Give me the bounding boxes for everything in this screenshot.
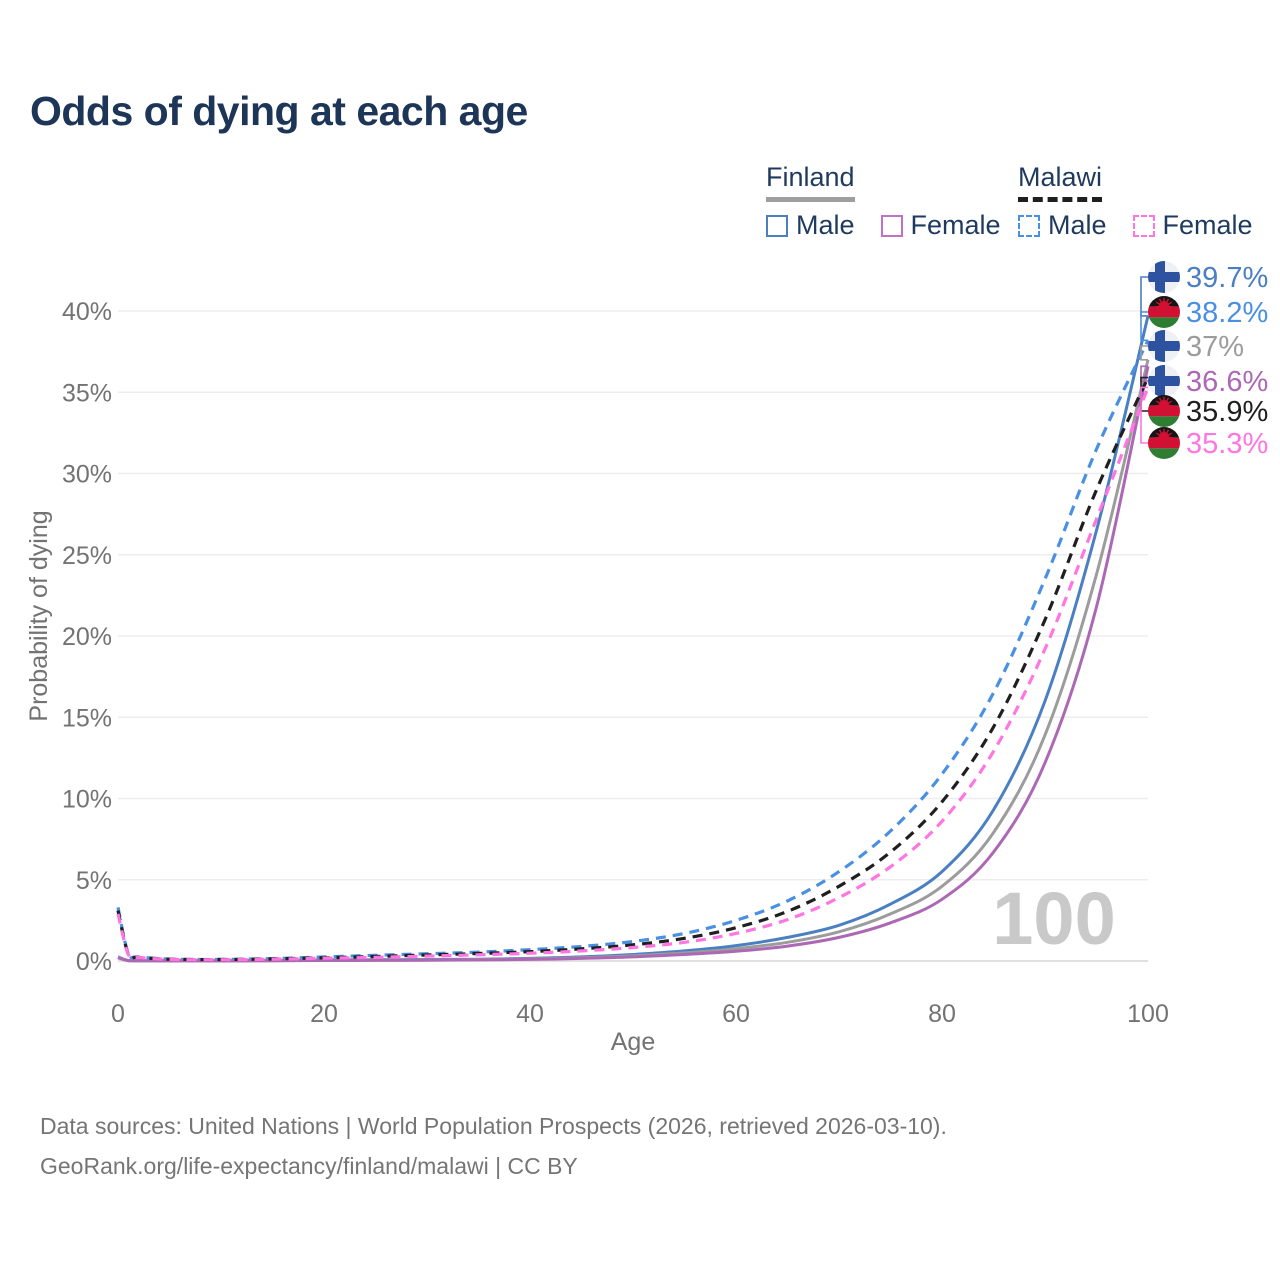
legend-label-finland-male: Male — [796, 210, 855, 240]
end-label-connector — [1140, 386, 1149, 444]
end-label-connector — [1140, 276, 1149, 317]
series-line-finland-female — [117, 365, 1150, 963]
legend-country-finland: Finland — [766, 162, 855, 202]
y-tick-label: 10% — [62, 786, 112, 814]
y-tick-label: 25% — [62, 542, 112, 570]
end-value-label: 39.7% — [1186, 262, 1268, 294]
source-line: Data sources: United Nations | World Pop… — [40, 1113, 947, 1139]
x-tick-label: 40 — [516, 1000, 544, 1028]
legend-checkbox-malawi-female[interactable] — [1132, 214, 1155, 237]
series-line-malawi-female — [116, 386, 1150, 962]
flag-icon-malawi — [1148, 427, 1180, 459]
x-tick-label: 0 — [111, 1000, 125, 1028]
legend-checkbox-finland-male[interactable] — [766, 214, 788, 237]
x-tick-label: 60 — [722, 1000, 750, 1028]
legend-group-malawi: Malawi Male Female — [1018, 162, 1253, 241]
x-axis-title: Age — [611, 1028, 655, 1056]
end-label-connector — [1140, 311, 1149, 342]
y-tick-label: 30% — [62, 461, 112, 489]
y-axis-title: Probability of dying — [25, 510, 53, 721]
y-tick-label: 20% — [62, 623, 112, 651]
legend-checkbox-finland-female[interactable] — [880, 214, 903, 237]
x-tick-label: 100 — [1127, 1000, 1169, 1028]
y-tick-label: 5% — [76, 867, 112, 895]
legend-item-malawi-female[interactable]: Female — [1132, 210, 1253, 241]
page-title: Odds of dying at each age — [30, 88, 528, 134]
flag-icon-malawi — [1148, 395, 1180, 427]
legend-label-malawi-female: Female — [1162, 210, 1253, 240]
end-value-label: 38.2% — [1186, 297, 1268, 329]
x-tick-label: 80 — [928, 1000, 956, 1028]
series-line-malawi-both-sexes — [116, 376, 1150, 962]
series-line-finland-both-sexes — [117, 359, 1150, 963]
end-value-label: 36.6% — [1186, 366, 1268, 398]
y-tick-label: 35% — [62, 379, 112, 407]
legend-checkbox-malawi-male[interactable] — [1018, 214, 1040, 237]
y-tick-label: 40% — [62, 298, 112, 326]
y-tick-label: 0% — [76, 948, 112, 976]
legend-group-finland: Finland Male Female — [766, 162, 1001, 241]
attribution-line: GeoRank.org/life-expectancy/finland/mala… — [40, 1153, 578, 1179]
source-footer: Data sources: United Nations | World Pop… — [40, 1106, 947, 1186]
legend-item-finland-male[interactable]: Male — [766, 210, 855, 241]
flag-icon-finland — [1148, 330, 1180, 362]
age-indicator-watermark: 100 — [992, 877, 1115, 960]
series-line-finland-male — [117, 315, 1150, 963]
end-value-label: 35.3% — [1186, 428, 1268, 460]
legend-country-malawi: Malawi — [1018, 162, 1103, 202]
legend-label-finland-female: Female — [910, 210, 1001, 240]
x-tick-label: 20 — [310, 1000, 338, 1028]
y-tick-label: 15% — [62, 704, 112, 732]
legend-item-malawi-male[interactable]: Male — [1018, 210, 1107, 241]
end-label-connector — [1140, 365, 1149, 382]
flag-icon-malawi — [1148, 296, 1180, 328]
flag-icon-finland — [1148, 261, 1180, 293]
legend-label-malawi-male: Male — [1048, 210, 1107, 240]
flag-icon-finland — [1148, 365, 1180, 397]
end-value-label: 35.9% — [1186, 396, 1268, 428]
end-value-label: 37% — [1186, 331, 1244, 363]
end-label-connector — [1140, 345, 1149, 361]
legend-item-finland-female[interactable]: Female — [880, 210, 1001, 241]
series-line-malawi-male — [116, 339, 1150, 962]
